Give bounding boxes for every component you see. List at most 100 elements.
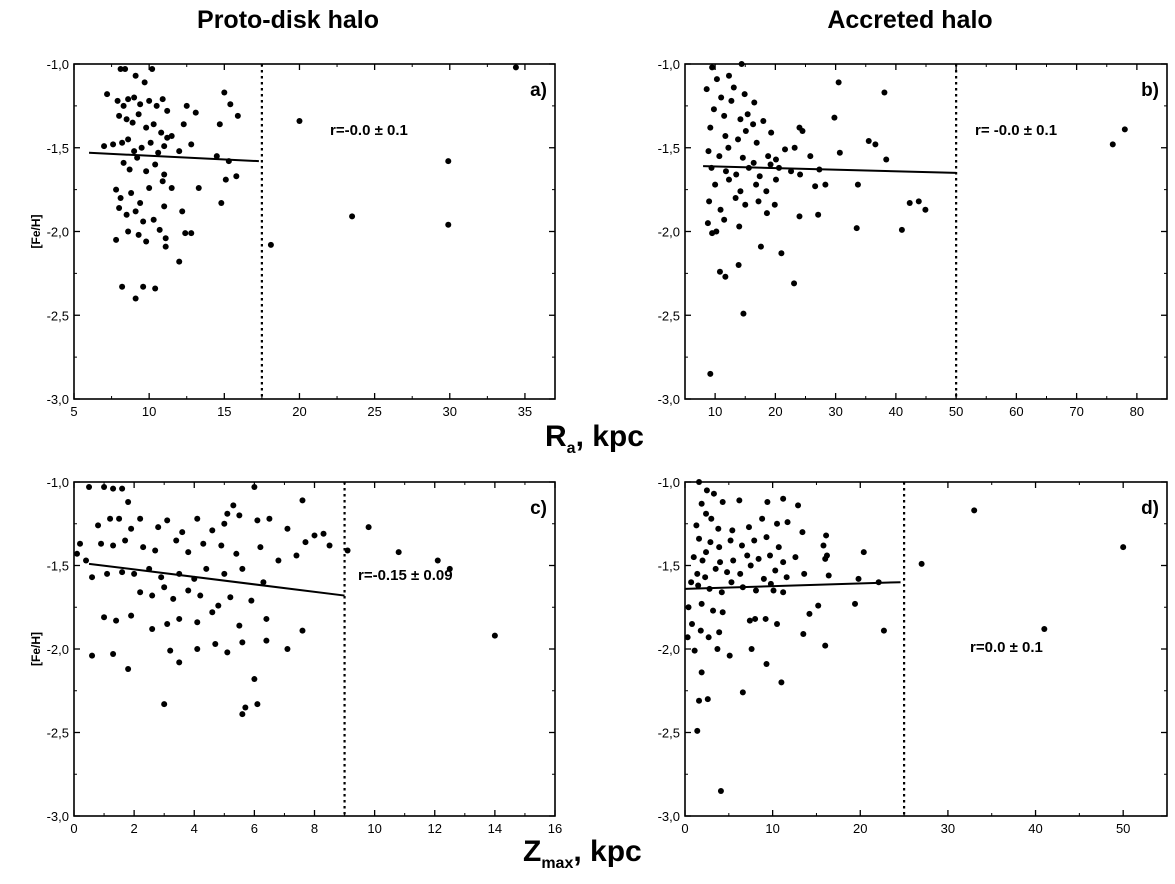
panel-a-point	[161, 171, 168, 178]
panel-b-point	[741, 91, 748, 98]
panel-c-xtick-label: 4	[191, 821, 198, 836]
panel-c-point	[110, 651, 117, 658]
panel-d-point	[748, 646, 755, 652]
panel-d-point	[745, 524, 752, 531]
panel-a-point	[119, 139, 126, 146]
panel-d-point	[918, 560, 925, 567]
panel-d-point	[717, 559, 724, 566]
panel-a-point	[227, 101, 234, 108]
panel-b-point	[722, 273, 729, 280]
panel-d-point	[724, 569, 731, 576]
panel-a-point	[125, 136, 132, 143]
panel-a-point	[128, 189, 135, 196]
panel-c-point	[101, 484, 108, 491]
panel-c-ytick-label: -1,0	[47, 475, 69, 490]
panel-a-xtick-label: 5	[70, 404, 77, 419]
panel-c-point	[131, 570, 138, 577]
panel-a-point	[162, 235, 169, 242]
panel-c-point	[230, 502, 237, 509]
panel-d-point	[716, 544, 723, 551]
panel-d-point	[704, 696, 711, 703]
panel-d-point	[730, 557, 737, 564]
panel-b-point	[736, 223, 743, 230]
panel-a-point	[117, 66, 124, 73]
panel-a-point	[143, 124, 150, 131]
panel-c-point	[254, 517, 261, 524]
panel-b-point	[756, 173, 763, 180]
panel-c-point	[89, 574, 96, 581]
panel-d-point	[739, 689, 746, 696]
panel-d-point	[703, 487, 710, 494]
panel-a-point	[221, 89, 228, 96]
panel-c-point	[233, 550, 240, 557]
panel-a-annotation: r=-0.0 ± 0.1	[330, 122, 408, 139]
panel-c-point	[155, 524, 162, 531]
panel-c-point	[227, 594, 234, 601]
panel-d-point	[763, 534, 770, 541]
panel-d-point	[774, 620, 781, 627]
panel-c-point	[176, 659, 183, 666]
panel-b-point	[713, 76, 720, 83]
panel-c-point	[176, 615, 183, 622]
panel-c-point	[263, 615, 270, 622]
panel-d-fit-line	[684, 581, 901, 590]
panel-c-point	[128, 525, 135, 532]
panel-c-point	[98, 540, 105, 547]
panel-d-point	[767, 580, 774, 587]
panel-b-point	[725, 72, 732, 79]
panel-a-point	[140, 283, 147, 290]
panel-d-point	[780, 559, 787, 566]
panel-c-point	[365, 524, 372, 531]
panel-c-point	[104, 570, 111, 577]
panel-a-xtick-label: 30	[443, 404, 457, 419]
panel-b-point	[739, 154, 746, 161]
panel-c-point	[239, 639, 246, 646]
panel-a-point	[152, 161, 159, 168]
panel-b-point	[791, 280, 798, 287]
panel-b-ytick-label: -1,0	[658, 57, 680, 72]
panel-d-point	[799, 529, 806, 536]
panel-b-point	[740, 310, 747, 317]
panel-c-point	[101, 614, 108, 621]
panel-b-point	[775, 164, 782, 171]
panel-a-point	[143, 238, 150, 245]
panel-a-point	[161, 203, 168, 210]
panel-d-point	[715, 525, 722, 532]
panel-b-ytick-label: -3,0	[658, 392, 680, 407]
panel-a-point	[113, 186, 120, 193]
panel-c-ytick-label: -3,0	[47, 809, 69, 824]
panel-c-point	[194, 646, 201, 652]
panel-a-point	[113, 236, 120, 243]
panel-d-point	[783, 574, 790, 581]
panel-a-point	[168, 133, 175, 140]
panel-b-point	[898, 226, 905, 233]
panel-d-point	[719, 499, 726, 506]
panel-c-point	[125, 499, 132, 506]
panel-d-point	[800, 630, 807, 637]
panel-a-point	[234, 112, 241, 119]
panel-b-point	[725, 176, 732, 183]
panel-c-point	[239, 565, 246, 572]
panel-d-point	[875, 579, 882, 586]
panel-d-point	[729, 527, 736, 534]
panel-a-point	[150, 216, 157, 223]
panel-c-point	[446, 565, 453, 572]
panel-c-point	[179, 529, 186, 536]
panel-a-point	[132, 72, 139, 79]
panel-c-point	[173, 537, 180, 544]
panel-b-point	[703, 86, 710, 93]
panel-c-point	[254, 701, 261, 708]
panel-c-point	[284, 525, 291, 532]
panel-d-point	[774, 520, 781, 527]
panel-c-xtick-label: 2	[131, 821, 138, 836]
panel-d-point	[726, 652, 733, 659]
panel-a-point	[164, 107, 171, 114]
x-axis-label-zmax-unit: , kpc	[573, 835, 642, 868]
panel-a-ytick-label: -3,0	[47, 392, 69, 407]
panel-b-point	[796, 124, 803, 131]
panel-c-label: c)	[530, 498, 547, 519]
panel-c-point	[224, 649, 231, 656]
panel-c-point	[185, 587, 192, 594]
panel-d-point	[822, 555, 829, 562]
panel-c-point	[110, 542, 117, 549]
